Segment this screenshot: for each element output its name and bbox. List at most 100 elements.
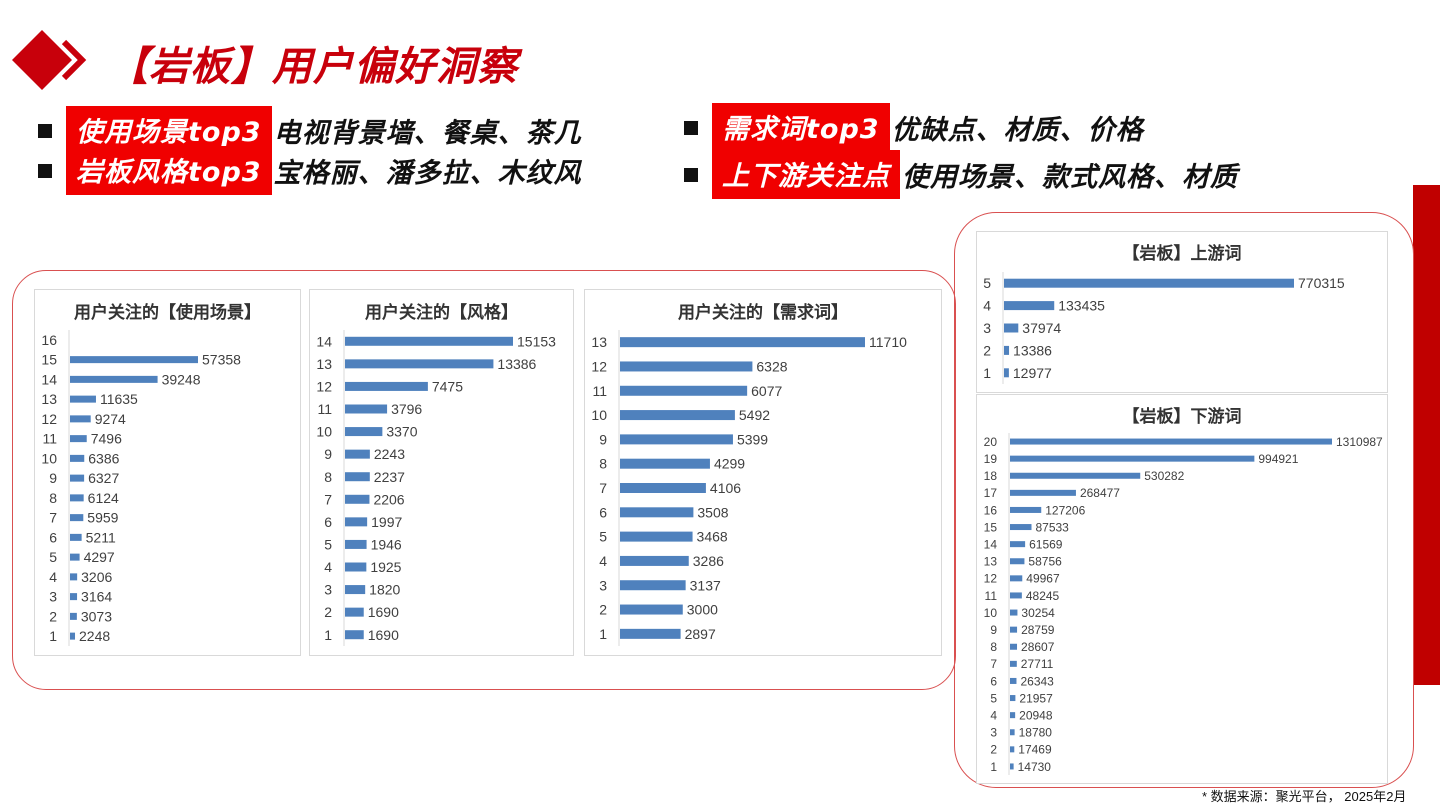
y-tick-label: 15 (984, 520, 998, 534)
y-tick-label: 10 (591, 407, 607, 423)
chart-title: 用户关注的【风格】 (365, 303, 518, 322)
data-label: 20948 (1019, 708, 1053, 722)
data-label: 3164 (81, 589, 112, 605)
bar (620, 483, 706, 493)
data-label: 15153 (517, 333, 556, 349)
y-tick-label: 3 (324, 582, 332, 598)
y-tick-label: 9 (990, 623, 997, 637)
right-charts-frame (954, 212, 1414, 788)
data-label: 13386 (1013, 342, 1052, 358)
bar (620, 337, 865, 348)
y-tick-label: 8 (990, 640, 997, 654)
y-tick-label: 8 (324, 469, 332, 485)
bullet-square-icon (684, 167, 698, 182)
y-tick-label: 6 (599, 504, 607, 520)
data-label: 2206 (373, 491, 404, 507)
chart-title: 【岩板】上游词 (1122, 244, 1242, 263)
y-tick-label: 14 (316, 333, 332, 349)
data-label: 6327 (88, 470, 119, 486)
bullet-text: 使用场景、款式风格、材质 (902, 162, 1238, 193)
y-tick-label: 1 (324, 627, 332, 643)
data-label: 11710 (869, 334, 907, 350)
data-label: 7475 (432, 378, 463, 394)
bullet-tag: 上下游关注点 (712, 150, 900, 199)
chart-panel-scene: 用户关注的【使用场景】 16 15 57358 14 39248 13 11635 12 927… (34, 289, 301, 656)
data-label: 3000 (687, 602, 718, 618)
bar (1010, 746, 1015, 753)
bar (1004, 323, 1019, 333)
data-label: 37974 (1022, 320, 1061, 336)
data-source-note: * 数据来源：聚光平台， 2025年2月 (1202, 789, 1407, 804)
bar (70, 514, 84, 522)
bar (345, 607, 364, 617)
data-label: 49967 (1026, 572, 1060, 586)
y-tick-label: 6 (324, 514, 332, 530)
bar (345, 336, 513, 346)
data-label: 28759 (1021, 623, 1055, 637)
y-tick-label: 12 (591, 359, 607, 375)
bar (70, 632, 76, 640)
bar (345, 404, 388, 414)
y-tick-label: 7 (324, 491, 332, 507)
bar (1010, 609, 1018, 616)
y-tick-label: 11 (42, 431, 57, 447)
y-tick-label: 4 (599, 553, 607, 569)
bar (1010, 506, 1042, 513)
data-label: 6386 (88, 450, 119, 466)
y-tick-label: 16 (41, 332, 57, 348)
data-label: 6124 (88, 490, 119, 506)
y-tick-label: 2 (324, 604, 332, 620)
y-tick-label: 7 (49, 510, 57, 526)
y-tick-label: 18 (984, 469, 998, 483)
bar (1010, 489, 1076, 496)
data-label: 39248 (162, 371, 201, 387)
data-label: 5959 (87, 510, 118, 526)
data-label: 3468 (697, 529, 728, 545)
y-tick-label: 10 (984, 606, 998, 620)
y-tick-label: 4 (990, 708, 997, 722)
data-label: 994921 (1258, 452, 1298, 466)
bar (620, 628, 681, 639)
bar (620, 410, 735, 421)
y-tick-label: 14 (984, 537, 998, 551)
data-label: 3286 (693, 553, 724, 569)
data-label: 1997 (371, 514, 402, 530)
data-label: 18780 (1019, 726, 1053, 740)
y-tick-label: 15 (41, 352, 57, 368)
chart-panel-demand: 用户关注的【需求词】 13 11710 12 6328 11 6077 10 5492 9 539… (584, 289, 942, 656)
y-tick-label: 11 (592, 383, 607, 399)
y-tick-label: 12 (316, 378, 332, 394)
bullet-upstream: 上下游关注点 使用场景、款式风格、材质 (684, 150, 1238, 199)
chart-panel-downstream: 【岩板】下游词 20 1310987 19 994921 18 530282 17 26847… (976, 394, 1388, 784)
data-label: 3073 (81, 608, 112, 624)
data-label: 9274 (95, 411, 126, 427)
y-tick-label: 10 (41, 450, 57, 466)
bar (70, 415, 91, 423)
y-tick-label: 6 (990, 674, 997, 688)
y-tick-label: 9 (599, 431, 607, 447)
bar (345, 449, 370, 459)
bar (1010, 455, 1255, 462)
y-tick-label: 13 (316, 356, 332, 372)
bullet-square-icon (684, 120, 698, 135)
brand-logo-icon (12, 30, 87, 90)
y-tick-label: 2 (599, 602, 607, 618)
data-label: 6328 (756, 359, 787, 375)
chart-svg: 5 770315 4 133435 3 37974 2 13386 1 12977 (983, 272, 1345, 384)
bullet-tag: 岩板风格top3 (66, 146, 272, 195)
data-label: 770315 (1298, 275, 1345, 291)
y-tick-label: 7 (990, 657, 997, 671)
data-label: 6077 (751, 383, 782, 399)
data-label: 530282 (1144, 469, 1184, 483)
bar (345, 359, 494, 369)
data-label: 4297 (84, 549, 115, 565)
bar (345, 562, 367, 572)
y-tick-label: 5 (324, 536, 332, 552)
y-tick-label: 5 (49, 549, 57, 565)
data-label: 5399 (737, 431, 768, 447)
bullet-text: 电视背景墙、餐桌、茶几 (273, 118, 582, 149)
data-label: 1310987 (1336, 435, 1383, 449)
chart-title: 用户关注的【需求词】 (678, 303, 848, 322)
bar (70, 356, 198, 364)
